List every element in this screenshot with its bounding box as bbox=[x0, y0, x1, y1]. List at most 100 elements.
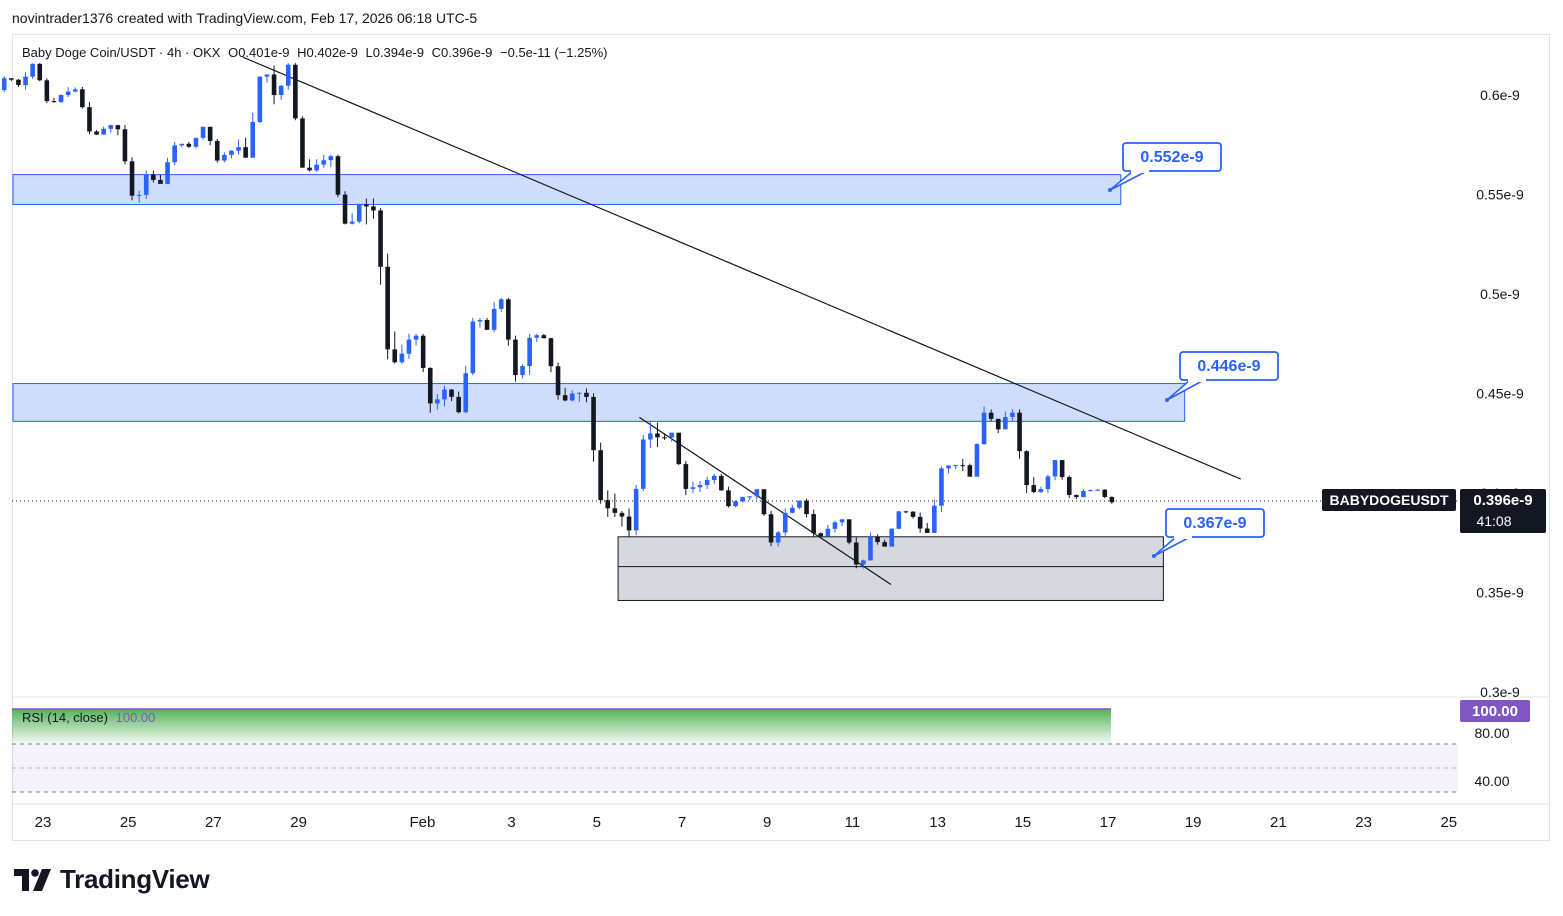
candle-body bbox=[427, 367, 433, 404]
candle-body bbox=[58, 95, 64, 103]
callout-box bbox=[1122, 142, 1222, 172]
candle bbox=[427, 367, 433, 413]
candle bbox=[683, 461, 689, 496]
candle bbox=[58, 94, 64, 103]
candle bbox=[896, 510, 902, 530]
candle-body bbox=[591, 396, 596, 451]
candle-body bbox=[80, 89, 85, 108]
candle bbox=[456, 391, 461, 414]
candle bbox=[392, 331, 398, 364]
candle bbox=[72, 87, 78, 93]
candle-body bbox=[633, 488, 639, 531]
candle bbox=[271, 65, 277, 105]
candle-body bbox=[449, 389, 454, 397]
candle bbox=[342, 191, 348, 225]
candle-body bbox=[754, 489, 760, 497]
rsi-legend[interactable]: RSI (14, close) 100.00 bbox=[22, 710, 155, 725]
candle-body bbox=[413, 335, 419, 340]
candle bbox=[719, 473, 724, 491]
rsi-label: RSI (14, close) bbox=[22, 710, 108, 725]
resistance-zone-middle bbox=[12, 383, 1186, 422]
time-tick-label: Feb bbox=[409, 814, 435, 831]
candle-body bbox=[1010, 412, 1015, 418]
callout-0446: 0.446e-9 bbox=[1165, 351, 1279, 402]
candle-body bbox=[229, 150, 234, 155]
callout-anchor-dot bbox=[1165, 398, 1169, 402]
candle bbox=[669, 432, 674, 442]
candle-body bbox=[790, 507, 795, 513]
candle bbox=[442, 385, 447, 407]
candle-body bbox=[51, 101, 57, 103]
candle-body bbox=[733, 501, 738, 507]
candle-body bbox=[349, 221, 355, 224]
legend-change: −0.5e-11 (−1.25%) bbox=[500, 45, 608, 60]
candle-body bbox=[626, 516, 632, 531]
candle-body bbox=[1024, 451, 1029, 486]
candle bbox=[307, 159, 312, 172]
candle bbox=[790, 504, 795, 514]
candle-body bbox=[697, 485, 703, 488]
time-tick-label: 15 bbox=[1014, 814, 1031, 831]
candle bbox=[875, 534, 880, 545]
candle-body bbox=[598, 450, 603, 501]
candle bbox=[278, 84, 284, 100]
candle-body bbox=[804, 500, 809, 515]
candle-body bbox=[839, 519, 845, 523]
candle bbox=[754, 489, 760, 500]
callout-box bbox=[1179, 351, 1279, 381]
candle-body bbox=[491, 308, 497, 330]
candle bbox=[165, 157, 170, 184]
candle-body bbox=[1102, 489, 1108, 498]
candle-body bbox=[207, 126, 213, 141]
candle bbox=[697, 481, 703, 492]
rsi-pane: 80.00 40.00 100.00 bbox=[12, 700, 1530, 793]
candle bbox=[889, 528, 895, 547]
candle bbox=[435, 394, 440, 410]
symbol-legend[interactable]: Baby Doge Coin/USDT · 4h · OKX O0.401e-9… bbox=[22, 45, 611, 60]
candle bbox=[960, 458, 966, 471]
candle bbox=[94, 130, 99, 135]
candle-body bbox=[1045, 476, 1051, 490]
candle bbox=[484, 317, 490, 331]
candle-body bbox=[932, 505, 937, 533]
candle bbox=[1045, 474, 1051, 493]
candle-body bbox=[1031, 485, 1037, 492]
candle-body bbox=[782, 512, 788, 533]
candle-body bbox=[186, 143, 192, 147]
time-tick-label: 29 bbox=[290, 814, 307, 831]
tradingview-logo[interactable]: TradingView bbox=[14, 864, 210, 895]
candle-body bbox=[917, 516, 923, 529]
candle-body bbox=[704, 479, 710, 486]
candle bbox=[236, 139, 241, 155]
price-tick-label: 0.35e-9 bbox=[1476, 585, 1524, 601]
candle bbox=[1059, 460, 1065, 480]
candle-body bbox=[967, 465, 973, 477]
candle bbox=[65, 87, 71, 98]
candle bbox=[193, 137, 199, 149]
attribution-text: novintrader1376 created with TradingView… bbox=[12, 10, 478, 26]
candle-body bbox=[314, 164, 319, 171]
candle-body bbox=[16, 79, 21, 86]
time-tick-label: 3 bbox=[507, 814, 515, 831]
candle-body bbox=[1038, 489, 1044, 492]
candle bbox=[527, 333, 532, 376]
candle-body bbox=[264, 74, 270, 77]
price-tags-layer: BABYDOGEUSDT 0.396e-9 41:08 bbox=[1322, 488, 1546, 533]
candle-body bbox=[797, 500, 802, 508]
candle-body bbox=[924, 528, 930, 533]
candle bbox=[676, 432, 682, 466]
candle bbox=[314, 159, 319, 172]
callouts-layer: 0.552e-9 0.446e-9 0.367e-9 bbox=[1108, 142, 1279, 558]
candle-body bbox=[960, 465, 966, 467]
time-tick-label: 9 bbox=[763, 814, 771, 831]
candle bbox=[711, 473, 717, 484]
candle bbox=[846, 519, 852, 545]
time-tick-label: 11 bbox=[845, 814, 861, 831]
candle-body bbox=[243, 147, 248, 158]
candle-body bbox=[236, 147, 241, 151]
candle-body bbox=[811, 514, 816, 534]
candle bbox=[577, 392, 582, 402]
candle bbox=[250, 112, 256, 158]
candle-body bbox=[875, 536, 880, 543]
